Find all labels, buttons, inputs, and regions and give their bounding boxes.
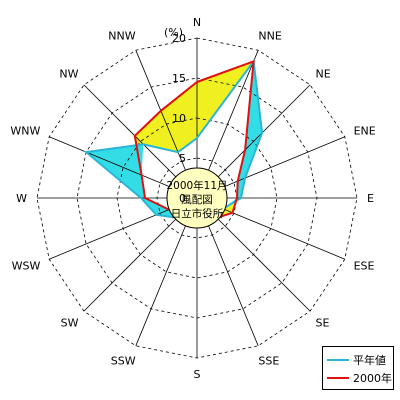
center-circle <box>166 167 228 229</box>
direction-label: SW <box>61 317 79 330</box>
direction-label: N <box>193 16 201 29</box>
radial-tick-labels: 0 5 10 15 20 <box>172 32 186 205</box>
direction-label: WNW <box>10 125 40 138</box>
legend-label-normal: 平年値 <box>353 354 386 367</box>
tick-label: 20 <box>172 32 186 45</box>
legend-swatch-2000 <box>327 377 349 379</box>
center-text-line: 風配図 <box>181 194 213 206</box>
tick-label: 10 <box>172 112 186 125</box>
direction-label: ENE <box>354 125 376 138</box>
legend-swatch-normal <box>327 359 349 361</box>
direction-label: W <box>16 192 27 205</box>
unit-label: (%) <box>164 26 183 39</box>
legend: 平年値 2000年 <box>322 346 394 390</box>
direction-label: S <box>194 368 201 381</box>
tick-label: 5 <box>179 152 186 165</box>
direction-label: E <box>367 192 374 205</box>
center-text-line: 日立市役所 <box>171 207 224 220</box>
direction-label: NW <box>59 68 78 81</box>
grid-ring-10 <box>116 117 278 279</box>
center-text-line: 2000年11月 <box>166 179 227 192</box>
legend-item-2000: 2000年 <box>327 371 392 385</box>
direction-label: WSW <box>12 259 41 272</box>
legend-label-2000: 2000年 <box>353 372 392 385</box>
direction-labels: N NNE NE ENE E ESE SE SSE S SSW SW WSW W WNW NW NNW <box>10 16 375 381</box>
direction-label: SE <box>316 317 330 330</box>
direction-label: ESE <box>354 259 375 272</box>
direction-label: NE <box>316 68 331 81</box>
direction-label: SSW <box>111 355 136 368</box>
direction-label: NNW <box>108 29 135 42</box>
fill-overlap <box>141 61 254 222</box>
tick-label: 15 <box>172 72 186 85</box>
tick-label: 0 <box>179 192 186 205</box>
legend-item-normal: 平年値 <box>327 353 386 367</box>
direction-label: SSE <box>258 355 279 368</box>
direction-label: NNE <box>258 29 281 42</box>
